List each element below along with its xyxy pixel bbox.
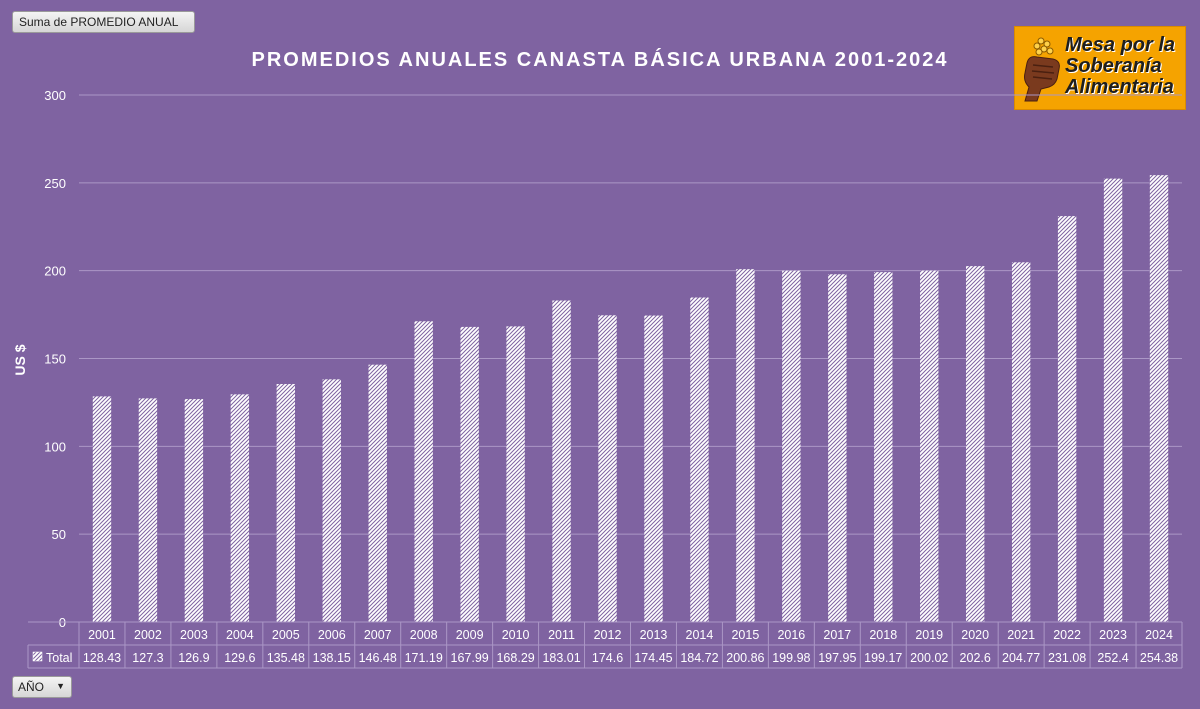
bar (598, 315, 617, 622)
data-label: 231.08 (1048, 651, 1086, 665)
data-label: 129.6 (224, 651, 255, 665)
data-label: 199.17 (864, 651, 902, 665)
x-tick-label: 2003 (180, 628, 208, 642)
bar (552, 300, 571, 622)
x-tick-label: 2004 (226, 628, 254, 642)
data-label: 126.9 (178, 651, 209, 665)
bar (690, 297, 709, 622)
x-tick-label: 2010 (502, 628, 530, 642)
bar (828, 274, 847, 622)
x-tick-label: 2019 (915, 628, 943, 642)
x-tick-label: 2009 (456, 628, 484, 642)
data-label: 197.95 (818, 651, 856, 665)
x-tick-label: 2013 (640, 628, 668, 642)
x-tick-label: 2005 (272, 628, 300, 642)
x-tick-label: 2022 (1053, 628, 1081, 642)
data-label: 183.01 (542, 651, 580, 665)
bar (920, 270, 939, 622)
legend-key (32, 651, 43, 662)
x-tick-label: 2020 (961, 628, 989, 642)
x-tick-label: 2023 (1099, 628, 1127, 642)
data-label: 171.19 (405, 651, 443, 665)
data-label: 184.72 (680, 651, 718, 665)
bar (138, 398, 158, 622)
legend-series-name: Total (46, 651, 72, 665)
data-label: 202.6 (960, 651, 991, 665)
data-label: 204.77 (1002, 651, 1040, 665)
bar (874, 272, 893, 622)
x-tick-label: 2006 (318, 628, 346, 642)
x-tick-label: 2002 (134, 628, 162, 642)
data-label: 128.43 (83, 651, 121, 665)
bar (322, 379, 341, 622)
bar (965, 266, 985, 622)
bar (460, 326, 479, 622)
fist-icon (1024, 37, 1060, 102)
bar (92, 396, 112, 622)
bar (368, 364, 387, 622)
x-tick-label: 2007 (364, 628, 392, 642)
x-tick-label: 2018 (869, 628, 897, 642)
bar (736, 269, 755, 622)
data-label: 168.29 (496, 651, 534, 665)
x-tick-label: 2015 (731, 628, 759, 642)
x-tick-label: 2016 (777, 628, 805, 642)
data-label: 167.99 (451, 651, 489, 665)
data-label: 199.98 (772, 651, 810, 665)
data-label: 254.38 (1140, 651, 1178, 665)
data-label: 174.6 (592, 651, 623, 665)
chart-title: PROMEDIOS ANUALES CANASTA BÁSICA URBANA … (251, 49, 949, 71)
data-label: 200.86 (726, 651, 764, 665)
y-tick-label: 300 (44, 88, 66, 103)
logo-text-line: Mesa por la (1065, 34, 1176, 56)
x-tick-label: 2008 (410, 628, 438, 642)
y-tick-label: 200 (44, 264, 66, 279)
bar (506, 326, 525, 622)
x-tick-label: 2001 (88, 628, 116, 642)
x-tick-label: 2014 (686, 628, 714, 642)
y-tick-label: 150 (44, 352, 66, 367)
data-label: 135.48 (267, 651, 305, 665)
x-tick-label: 2024 (1145, 628, 1173, 642)
data-label: 174.45 (634, 651, 672, 665)
bar (414, 321, 433, 622)
data-label: 146.48 (359, 651, 397, 665)
year-filter-label: AÑO (18, 680, 45, 694)
dropdown-arrow-icon: ▼ (56, 681, 65, 691)
bar (1057, 216, 1077, 623)
bar (184, 399, 204, 622)
bar (1149, 175, 1169, 622)
data-label: 138.15 (313, 651, 351, 665)
data-label: 200.02 (910, 651, 948, 665)
data-label: 127.3 (132, 651, 163, 665)
x-tick-label: 2012 (594, 628, 622, 642)
logo-text-line: Alimentaria (1065, 76, 1174, 98)
bar (782, 270, 801, 622)
x-tick-label: 2011 (548, 628, 575, 642)
x-tick-label: 2017 (823, 628, 851, 642)
y-tick-label: 100 (44, 439, 66, 454)
bar (1011, 262, 1031, 622)
bar (1103, 178, 1123, 622)
logo-text-line: Soberanía (1065, 55, 1162, 77)
data-label: 252.4 (1097, 651, 1128, 665)
bar (276, 384, 296, 622)
year-filter-dropdown[interactable]: AÑO ▼ (12, 676, 72, 698)
bar (230, 394, 250, 622)
y-tick-label: 50 (52, 527, 66, 542)
pivot-field-button[interactable]: Suma de PROMEDIO ANUAL (12, 11, 195, 33)
y-tick-label: 250 (44, 176, 66, 191)
logo: Mesa por la Soberanía Alimentaria (1014, 26, 1186, 110)
bar (644, 315, 663, 622)
x-tick-label: 2021 (1007, 628, 1035, 642)
